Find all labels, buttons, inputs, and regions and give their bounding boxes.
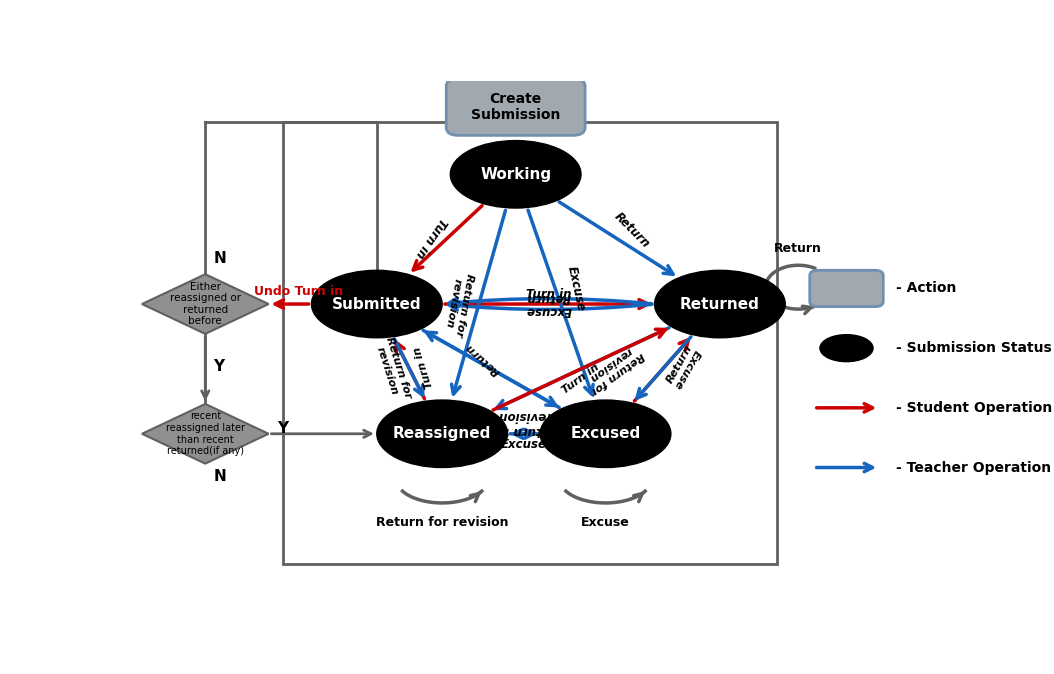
Text: Turn in: Turn in: [526, 288, 571, 301]
Text: Returned: Returned: [680, 297, 760, 311]
Ellipse shape: [655, 270, 785, 338]
Text: Return: Return: [526, 291, 570, 305]
Text: Return: Return: [464, 342, 502, 377]
Text: Reassigned: Reassigned: [393, 426, 491, 441]
Text: Return for
revision: Return for revision: [490, 409, 558, 437]
Text: N: N: [213, 469, 227, 484]
Text: Excuse: Excuse: [581, 516, 630, 529]
Text: Turn in: Turn in: [412, 346, 435, 390]
Text: Return: Return: [664, 343, 694, 385]
Text: - Submission Status: - Submission Status: [896, 341, 1051, 355]
Text: - Student Operation: - Student Operation: [896, 401, 1052, 415]
FancyBboxPatch shape: [446, 78, 585, 135]
FancyBboxPatch shape: [809, 270, 883, 307]
Text: N: N: [213, 251, 227, 266]
Text: Submitted: Submitted: [332, 297, 422, 311]
Text: Y: Y: [277, 421, 288, 436]
Text: Excuse: Excuse: [525, 304, 571, 317]
Ellipse shape: [540, 400, 670, 468]
Ellipse shape: [820, 335, 873, 362]
Text: Return for
revision: Return for revision: [373, 335, 413, 403]
Text: Return: Return: [611, 210, 652, 251]
Ellipse shape: [312, 270, 443, 338]
Text: Return for
revision: Return for revision: [582, 341, 646, 396]
Text: Either
reassigned or
returned
before: Either reassigned or returned before: [170, 282, 240, 326]
Polygon shape: [142, 404, 269, 464]
Text: Return: Return: [775, 242, 822, 255]
Ellipse shape: [377, 400, 508, 468]
Ellipse shape: [450, 141, 581, 208]
Text: recent
reassigned later
than recent
returned(if any): recent reassigned later than recent retu…: [165, 411, 245, 456]
Text: Turn in: Turn in: [561, 363, 602, 396]
Text: Turn in: Turn in: [413, 215, 450, 260]
Text: Y: Y: [213, 359, 225, 374]
Polygon shape: [142, 274, 269, 334]
Text: Return for revision: Return for revision: [376, 516, 508, 529]
Text: Excuse: Excuse: [564, 265, 587, 313]
Text: Undo Turn in: Undo Turn in: [254, 285, 343, 298]
Text: Return for
revision: Return for revision: [443, 270, 474, 338]
Text: Excuse: Excuse: [672, 348, 702, 390]
Text: - Action: - Action: [896, 282, 956, 295]
Text: Working: Working: [481, 166, 551, 182]
Text: Create
Submission: Create Submission: [471, 92, 561, 122]
Text: Excuse: Excuse: [501, 437, 547, 451]
Text: - Teacher Operation: - Teacher Operation: [896, 460, 1051, 474]
Text: Excused: Excused: [570, 426, 641, 441]
